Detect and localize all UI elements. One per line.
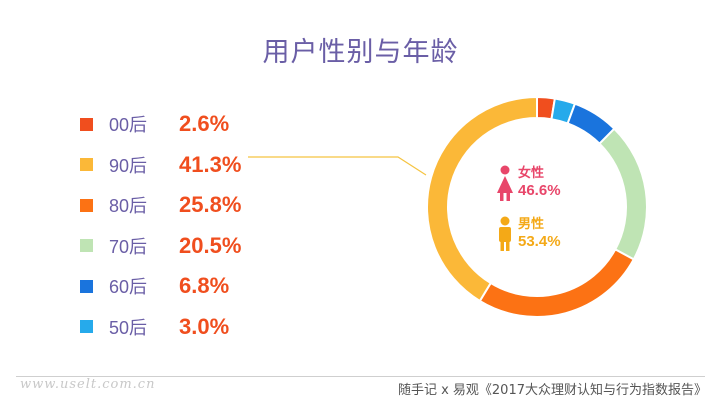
legend-item-90: 90后 41.3% [80,145,241,186]
legend-value: 2.6% [179,111,230,137]
legend-label: 00后 [109,115,148,136]
legend-value: 20.5% [179,232,242,258]
legend-item-00: 00后 2.6% [80,104,241,145]
legend-value: 6.8% [179,273,230,299]
legend-label: 60后 [109,277,148,298]
legend-swatch [80,279,93,293]
legend-item-80: 80后 25.8% [80,185,241,226]
leader-line [248,156,427,176]
donut-slices [426,95,648,318]
legend-item-70: 70后 20.5% [80,226,241,267]
legend-value: 41.3% [179,151,242,177]
legend-label: 50后 [109,317,148,338]
watermark: www.uselt.com.cn [20,377,156,392]
female-icon [497,165,513,201]
male-icon [499,216,511,251]
legend-swatch [80,117,93,131]
legend-value: 3.0% [179,313,230,339]
legend-value: 25.8% [179,192,242,218]
male-label: 男性 [518,216,544,232]
donut-hole [458,128,616,286]
legend-label: 90后 [109,155,148,176]
donut-slice-90后 [426,95,538,303]
footer-divider [16,376,705,377]
source-note: 随手记 x 易观《2017大众理财认知与行为指数报告》 [397,383,707,398]
female-label: 女性 [518,165,544,181]
legend-swatch [80,320,93,334]
legend: 00后 2.6% 90后 41.3% 80后 25.8% 70后 20.5% 6… [80,104,241,347]
female-percentage: 46.6% [518,182,561,199]
chart-title: 用户性别与年龄 [262,37,459,68]
legend-item-50: 50后 3.0% [80,307,241,348]
legend-item-60: 60后 6.8% [80,266,241,307]
legend-swatch [80,239,93,253]
legend-swatch [80,198,93,212]
legend-label: 70后 [109,236,148,257]
male-percentage: 53.4% [518,233,561,250]
legend-label: 80后 [109,196,148,217]
legend-swatch [80,158,93,172]
